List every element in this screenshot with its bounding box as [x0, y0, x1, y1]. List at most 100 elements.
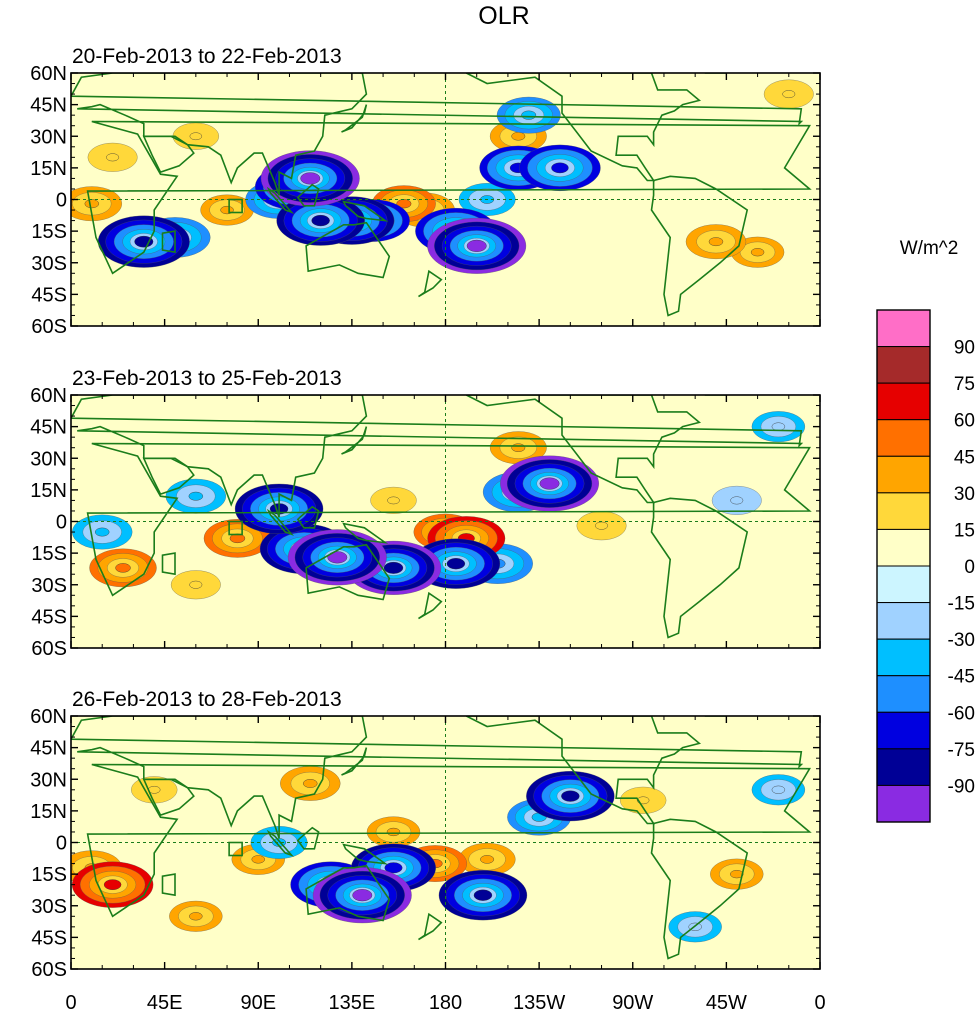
negative-anomaly: [500, 455, 599, 512]
colorbar-swatch: [876, 675, 931, 713]
panel-subtitle: 26-Feb-2013 to 28-Feb-2013: [72, 688, 342, 711]
coastline-south-america: [650, 175, 749, 317]
contour-core: [595, 521, 608, 530]
negative-anomaly: [496, 96, 561, 134]
colorbar-label: 60: [954, 411, 975, 432]
colorbar-label: -60: [948, 703, 975, 724]
positive-anomaly: [458, 842, 516, 876]
positive-anomaly: [366, 816, 421, 848]
coastline-madagascar: [161, 230, 176, 254]
contour-core: [386, 827, 401, 837]
y-tick-label: 45N: [30, 417, 67, 439]
y-tick-label: 15N: [30, 158, 67, 180]
colorbar-label: 90: [954, 338, 975, 359]
panel-subtitle: 23-Feb-2013 to 25-Feb-2013: [72, 367, 342, 390]
negative-anomaly: [438, 870, 528, 921]
colorbar-label: 30: [954, 484, 975, 505]
coastline-australia: [305, 543, 391, 601]
x-axis: 0 45E 90E 135E 180 135W 90W 45W 0: [65, 992, 825, 1014]
panel-plot-area: [71, 73, 820, 326]
contour-core: [782, 90, 796, 99]
coastline-sumatra: [266, 186, 295, 214]
coastline-africa: [86, 120, 812, 275]
contour-core: [251, 855, 265, 864]
x-tick-label: 180: [429, 992, 462, 1014]
contour-core: [708, 237, 724, 247]
colorbar-label: -15: [948, 594, 975, 615]
colorbar-units: W/m^2: [900, 238, 959, 259]
y-tick-label: 60S: [31, 316, 67, 338]
coastline-madagascar: [161, 873, 176, 897]
coastline-sumatra: [266, 508, 295, 536]
colorbar-swatch: [876, 711, 931, 750]
colorbar-label: 15: [954, 520, 975, 541]
colorbar: W/m^2 90 75 60 45 30 15 0 -15 -30 -45 -60 -75 -90: [876, 238, 975, 823]
y-tick-label: 45N: [30, 738, 67, 760]
negative-anomaly: [519, 144, 601, 191]
colorbar-swatch: [876, 784, 931, 823]
coastline-sumatra: [266, 829, 295, 857]
coastline-new-guinea: [342, 522, 389, 544]
contour-core: [189, 132, 203, 141]
negative-anomaly: [751, 411, 806, 443]
positive-anomaly: [280, 766, 341, 801]
y-tick-label: 60N: [30, 63, 67, 85]
negative-anomaly: [72, 514, 133, 550]
positive-anomaly: [71, 861, 154, 908]
positive-anomaly: [370, 486, 417, 514]
y-tick-label: 30S: [31, 575, 67, 597]
coastlines: [71, 73, 812, 317]
contour-core: [473, 889, 493, 901]
x-tick-label: 0: [65, 992, 76, 1014]
contour-core: [521, 110, 537, 120]
coastline-north-america: [465, 395, 702, 504]
colorbar-label: -90: [948, 776, 975, 797]
colorbar-label: -45: [948, 667, 975, 688]
positive-anomaly: [87, 142, 138, 172]
contour-core: [106, 153, 120, 162]
contour-core: [84, 199, 100, 209]
panel-plot-area: [71, 395, 820, 648]
positive-anomaly: [169, 900, 223, 932]
positive-anomaly: [131, 776, 178, 804]
y-tick-label: 15S: [31, 543, 67, 565]
contour-core: [311, 214, 330, 227]
contour-core: [189, 912, 203, 921]
contour-core: [189, 580, 203, 589]
negative-anomaly: [165, 478, 226, 514]
y-tick-label: 30S: [31, 896, 67, 918]
x-tick-label: 135E: [329, 992, 376, 1014]
coastlines: [71, 395, 812, 639]
y-tick-label: 45N: [30, 95, 67, 117]
colorbar-swatch: [876, 382, 931, 421]
y-tick-label: 45S: [31, 927, 67, 949]
coastline-japan: [341, 747, 368, 776]
contour-core: [551, 162, 569, 174]
contour-core: [352, 889, 373, 902]
y-tick-label: 0: [56, 833, 67, 855]
negative-anomaly: [97, 215, 190, 268]
coastline-europe-asia: [71, 716, 804, 839]
map-panels: 20-Feb-2013 to 22-Feb-201360N45N30N15N01…: [30, 45, 821, 981]
negative-anomaly: [427, 217, 527, 274]
coastline-borneo: [296, 183, 320, 207]
contour-core: [750, 248, 765, 257]
negative-anomaly: [312, 867, 412, 924]
y-tick-label: 15S: [31, 864, 67, 886]
colorbar-swatch: [876, 309, 931, 348]
colorbar-swatch: [876, 455, 931, 494]
colorbar-swatch: [876, 748, 931, 786]
positive-anomaly: [71, 186, 122, 222]
positive-anomaly: [685, 224, 747, 260]
contour-core: [300, 172, 321, 185]
coastline-australia: [305, 864, 391, 922]
contour-core: [95, 527, 110, 537]
y-tick-label: 30S: [31, 253, 67, 275]
contour-core: [511, 443, 526, 452]
x-tick-label: 90W: [612, 992, 653, 1014]
contour-core: [303, 779, 318, 788]
coastline-nz: [418, 591, 443, 620]
contour-core: [383, 561, 404, 574]
colorbar-label: 45: [954, 447, 975, 468]
